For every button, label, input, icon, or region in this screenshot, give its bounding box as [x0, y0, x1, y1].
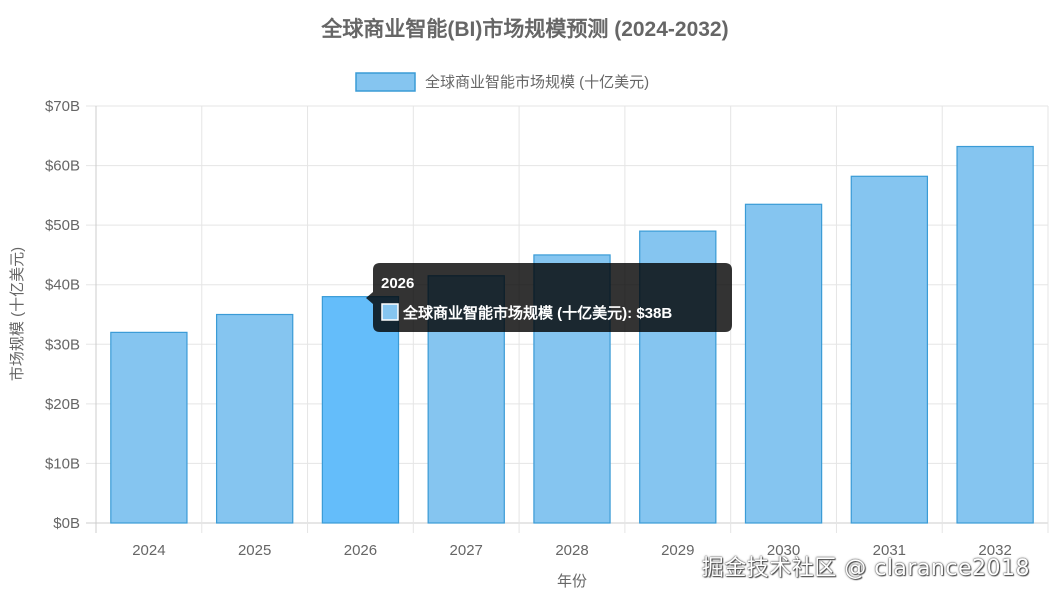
x-tick-label: 2025	[238, 542, 271, 559]
legend-swatch[interactable]	[355, 72, 416, 92]
tooltip-swatch	[381, 303, 399, 321]
y-tick-label: $50B	[45, 217, 80, 234]
x-tick-label: 2032	[978, 542, 1011, 559]
chart-title: 全球商业智能(BI)市场规模预测 (2024-2032)	[320, 17, 728, 41]
bars	[110, 145, 1034, 524]
tooltip-body: 全球商业智能市场规模 (十亿美元): $38B	[402, 304, 672, 322]
x-axis-title: 年份	[557, 573, 587, 590]
y-axis-ticks: $0B $10B $20B $30B $40B $50B $60B $70B	[45, 98, 80, 532]
x-tick-label: 2024	[132, 542, 165, 559]
x-axis-ticks: 2024 2025 2026 2027 2028 2029 2030 2031 2032	[132, 542, 1012, 559]
x-tick-label: 2027	[450, 542, 483, 559]
x-tick-label: 2030	[767, 542, 800, 559]
y-tick-label: $10B	[45, 455, 80, 472]
tooltip-box	[366, 263, 732, 332]
y-tick-label: $60B	[45, 158, 80, 175]
bar-2031[interactable]	[850, 175, 929, 524]
x-tick-label: 2026	[344, 542, 377, 559]
x-tick-label: 2028	[555, 542, 588, 559]
y-axis-title: 市场规模 (十亿美元)	[9, 247, 26, 381]
bar-2026[interactable]	[321, 296, 400, 524]
legend[interactable]: 全球商业智能市场规模 (十亿美元)	[355, 72, 649, 92]
bar-2025[interactable]	[215, 313, 294, 524]
tooltip: 2026 全球商业智能市场规模 (十亿美元): $38B	[366, 263, 732, 332]
y-tick-label: $40B	[45, 277, 80, 294]
legend-label[interactable]: 全球商业智能市场规模 (十亿美元)	[425, 73, 649, 91]
x-tick-label: 2031	[873, 542, 906, 559]
watermark: 掘金技术社区 @ clarance2018	[701, 556, 1030, 581]
y-tick-label: $20B	[45, 396, 80, 413]
tooltip-title: 2026	[381, 275, 414, 292]
y-tick-label: $70B	[45, 98, 80, 115]
y-tick-label: $0B	[53, 515, 80, 532]
bar-2030[interactable]	[744, 203, 823, 524]
y-tick-label: $30B	[45, 336, 80, 353]
bar-2032[interactable]	[956, 145, 1034, 524]
bar-2024[interactable]	[110, 331, 188, 524]
x-tick-label: 2029	[661, 542, 694, 559]
